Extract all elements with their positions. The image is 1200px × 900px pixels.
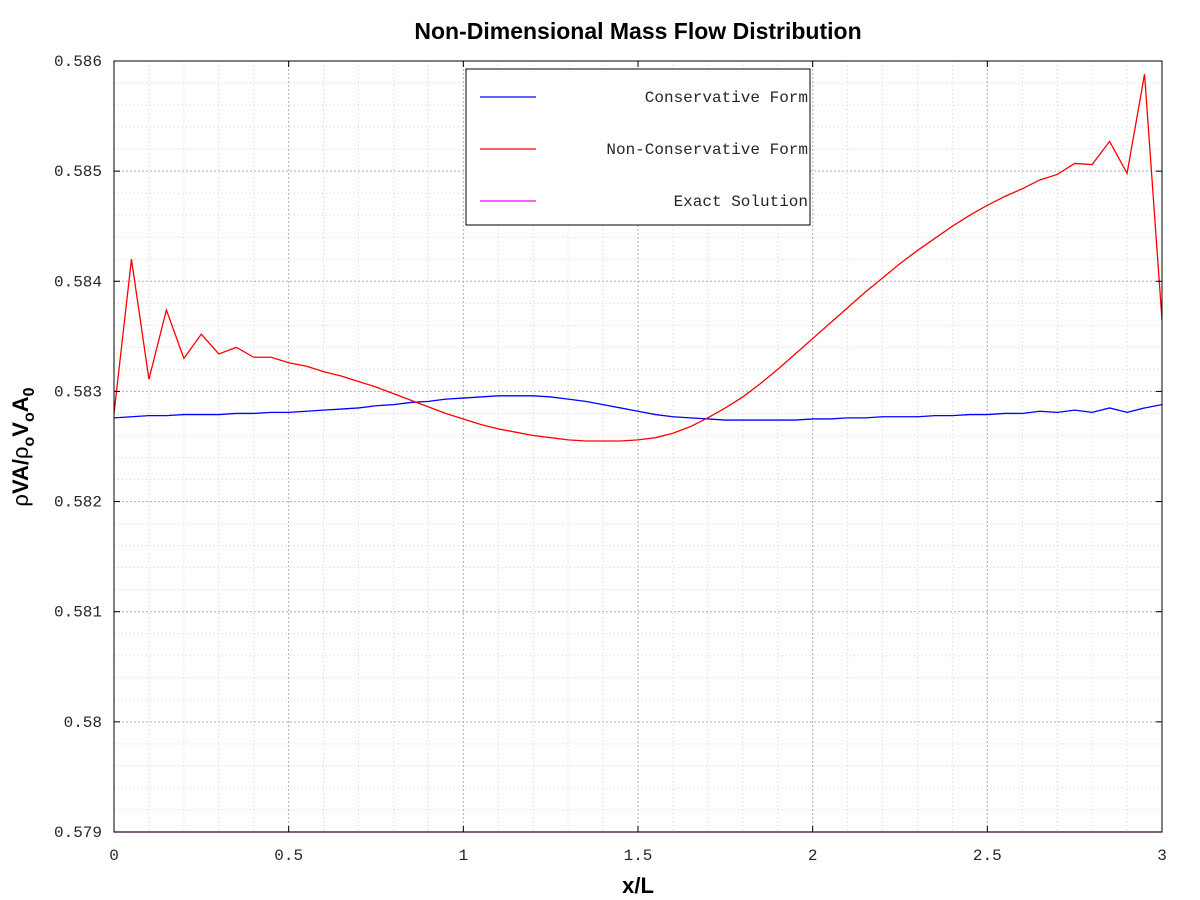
legend-box — [465, 68, 811, 226]
x-tick-label: 1.5 — [624, 847, 653, 865]
y-axis-label: ρVA/ρoVoA0 — [8, 387, 38, 506]
series-line-conservative-form — [114, 395, 1162, 421]
x-tick-label: 3 — [1157, 847, 1167, 865]
x-tick-label: 2.5 — [973, 847, 1002, 865]
legend-label: Non-Conservative Form — [606, 141, 808, 159]
axis-ticks: 0 0.5 1 1.5 2 2.5 3 0.579 0.58 0.581 0.582 0.583 0.5… — [54, 53, 1167, 865]
y-tick-label: 0.584 — [54, 273, 102, 291]
x-tick-label: 1 — [459, 847, 469, 865]
legend-label: Conservative Form — [645, 89, 808, 107]
series-line-non-conservative-form — [114, 74, 1162, 442]
y-tick-label: 0.58 — [64, 714, 102, 732]
x-tick-label: 0 — [109, 847, 119, 865]
y-tick-label: 0.583 — [54, 383, 102, 401]
y-tick-label: 0.579 — [54, 824, 102, 842]
x-tick-label: 2 — [808, 847, 818, 865]
y-tick-label: 0.582 — [54, 494, 102, 512]
y-tick-label: 0.585 — [54, 163, 102, 181]
chart-title: Non-Dimensional Mass Flow Distribution — [414, 18, 861, 44]
y-tick-label: 0.581 — [54, 604, 102, 622]
legend-label: Exact Solution — [674, 193, 808, 211]
legend: Conservative Form Non-Conservative Form Ex… — [465, 68, 811, 226]
y-tick-label: 0.586 — [54, 53, 102, 71]
x-tick-label: 0.5 — [274, 847, 303, 865]
x-axis-label: x/L — [622, 873, 654, 898]
